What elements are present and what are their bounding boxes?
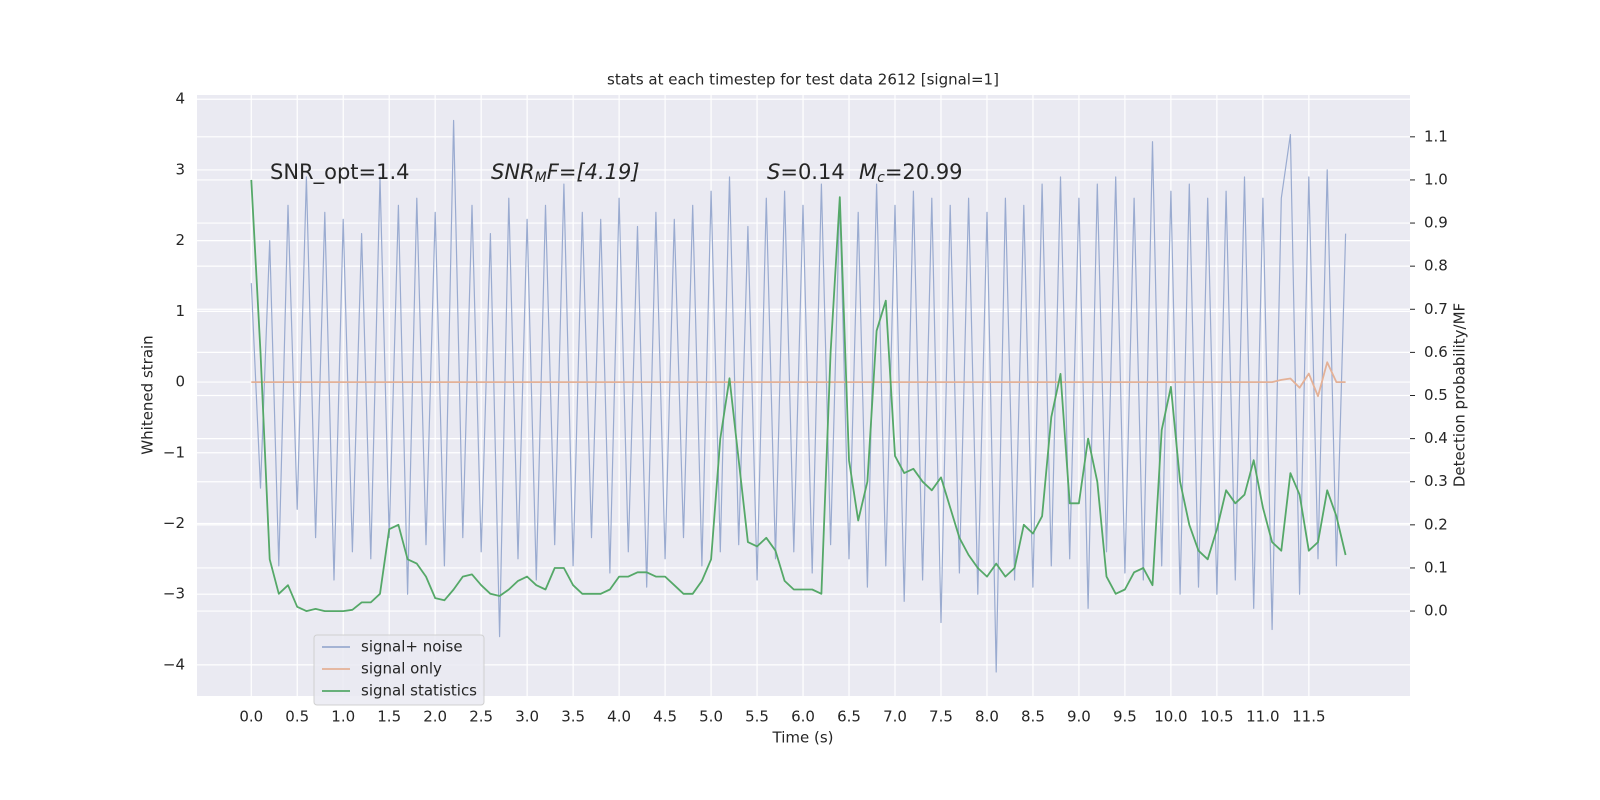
- y2-tick-label: 0.2: [1424, 515, 1448, 533]
- y2-tick-label: 0.4: [1424, 429, 1448, 447]
- annotation: Mc=20.99: [859, 160, 963, 186]
- legend: signal+ noise signal only signal statistic…: [313, 634, 485, 706]
- y2-tick-label: 0.3: [1424, 472, 1448, 490]
- annotation-part: =0.14: [780, 160, 844, 184]
- y-tick-label: 1: [175, 302, 185, 320]
- legend-box: [313, 634, 485, 706]
- legend-label: signal+ noise: [361, 638, 463, 656]
- x-tick-label: 10.0: [1154, 708, 1187, 726]
- x-tick-label: 11.0: [1246, 708, 1279, 726]
- annotation-part: M: [859, 160, 877, 184]
- annotation-part: =20.99: [885, 160, 963, 184]
- y2-axis-label: Detection probability/MF: [1451, 303, 1469, 487]
- y-axis-label: Whitened strain: [139, 335, 157, 454]
- y-tick-label: −2: [163, 514, 185, 532]
- chart-title: stats at each timestep for test data 261…: [607, 71, 999, 89]
- x-tick-label: 8.0: [975, 708, 999, 726]
- x-tick-label: 8.5: [1021, 708, 1045, 726]
- marks: [250, 119, 1347, 673]
- x-tick-label: 9.0: [1067, 708, 1091, 726]
- series-line: [251, 361, 1346, 398]
- x-tick-label: 6.5: [837, 708, 861, 726]
- x-tick-label: 1.5: [377, 708, 401, 726]
- y2-tick-label: 0.0: [1424, 602, 1448, 620]
- y-tick-label: −1: [163, 443, 185, 461]
- annotation-part: S: [767, 160, 780, 184]
- y2-tick-label: 0.8: [1424, 257, 1448, 275]
- y2-tick-label: 0.7: [1424, 300, 1448, 318]
- x-tick-label: 3.0: [515, 708, 539, 726]
- annotation-part: SNR: [491, 160, 535, 184]
- x-tick-label: 6.0: [791, 708, 815, 726]
- legend-label: signal statistics: [361, 682, 477, 700]
- y2-tick-label: 0.1: [1424, 558, 1448, 576]
- y-tick-label: 4: [175, 90, 185, 108]
- x-tick-label: 3.5: [561, 708, 585, 726]
- y-tick-label: 0: [175, 373, 185, 391]
- x-tick-label: 0.0: [239, 708, 263, 726]
- annotation: SNRMF=[4.19]: [491, 160, 640, 186]
- y2-tick-label: 1.1: [1424, 127, 1448, 145]
- x-tick-label: 1.0: [331, 708, 355, 726]
- annotation-part: SNR_opt=1.4: [270, 160, 410, 185]
- y-tick-label: −3: [163, 585, 185, 603]
- x-tick-label: 5.5: [745, 708, 769, 726]
- x-tick-label: 11.5: [1292, 708, 1325, 726]
- x-tick-label: 4.5: [653, 708, 677, 726]
- y-tick-label: −4: [163, 655, 185, 673]
- annotation: SNR_opt=1.4: [270, 160, 410, 185]
- x-tick-label: 2.0: [423, 708, 447, 726]
- series-line: [250, 179, 1347, 612]
- x-axis-label: Time (s): [772, 729, 834, 747]
- y-tick-label: 3: [175, 160, 185, 178]
- legend-label: signal only: [361, 660, 442, 678]
- y2-tick-label: 1.0: [1424, 170, 1448, 188]
- annotations: SNR_opt=1.4 SNRMF=[4.19] S=0.14 Mc=20.99: [270, 160, 963, 186]
- x-tick-label: 10.5: [1200, 708, 1233, 726]
- x-tick-label: 7.0: [883, 708, 907, 726]
- grid: [197, 95, 1410, 696]
- x-tick-label: 7.5: [929, 708, 953, 726]
- annotation: S=0.14: [767, 160, 845, 184]
- annotation-part: c: [877, 170, 885, 186]
- x-tick-label: 5.0: [699, 708, 723, 726]
- y-tick-label: 2: [175, 231, 185, 249]
- y2-tick-label: 0.5: [1424, 386, 1448, 404]
- annotation-part: M: [535, 170, 547, 186]
- x-tick-label: 9.5: [1113, 708, 1137, 726]
- annotation-part: F=[4.19]: [547, 160, 640, 184]
- series-line: [250, 119, 1347, 673]
- y2-tick-label: 0.6: [1424, 343, 1448, 361]
- x-tick-label: 0.5: [285, 708, 309, 726]
- y2-tick-label: 0.9: [1424, 214, 1448, 232]
- x-tick-label: 2.5: [469, 708, 493, 726]
- x-tick-label: 4.0: [607, 708, 631, 726]
